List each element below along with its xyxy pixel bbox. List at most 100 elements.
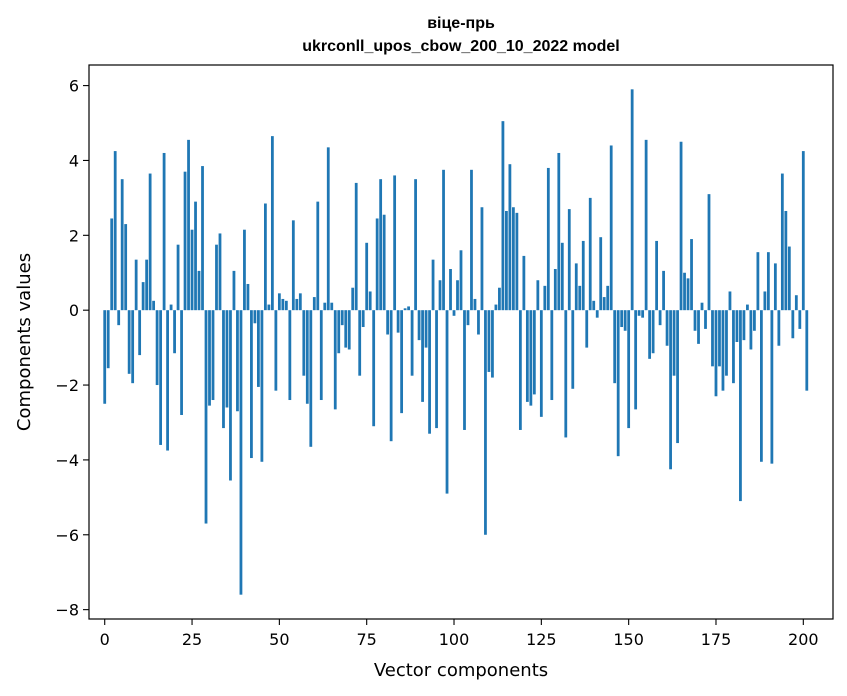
bar-65 bbox=[330, 302, 334, 311]
bar-37 bbox=[232, 270, 236, 311]
bar-166 bbox=[683, 272, 686, 311]
bar-96 bbox=[438, 280, 442, 311]
bar-128 bbox=[550, 310, 554, 401]
bar-50 bbox=[277, 293, 281, 311]
x-axis: 0 25 50 75 100 125 150 175 200 bbox=[100, 619, 819, 649]
bar-5 bbox=[120, 179, 124, 311]
bar-36 bbox=[229, 310, 232, 481]
bar-2 bbox=[110, 218, 114, 311]
bar-67 bbox=[337, 310, 341, 354]
bar-131 bbox=[560, 242, 564, 311]
x-tick-label: 25 bbox=[182, 630, 202, 649]
bar-195 bbox=[784, 210, 788, 311]
bar-193 bbox=[777, 310, 781, 346]
bar-95 bbox=[435, 310, 438, 429]
y-tick-label: −6 bbox=[55, 526, 79, 545]
bar-171 bbox=[700, 302, 704, 311]
bar-93 bbox=[428, 310, 431, 434]
bar-154 bbox=[641, 310, 645, 318]
bar-123 bbox=[532, 310, 536, 395]
bar-4 bbox=[117, 310, 121, 326]
bar-18 bbox=[166, 310, 169, 451]
bar-92 bbox=[424, 310, 428, 348]
bar-63 bbox=[323, 302, 327, 311]
bar-79 bbox=[379, 179, 383, 311]
bar-1 bbox=[106, 310, 110, 369]
bar-82 bbox=[389, 310, 393, 442]
bar-47 bbox=[267, 304, 271, 311]
bar-33 bbox=[218, 233, 222, 311]
bar-141 bbox=[595, 310, 599, 318]
bar-32 bbox=[215, 244, 218, 311]
bar-110 bbox=[487, 310, 491, 372]
bar-74 bbox=[361, 310, 365, 328]
bar-84 bbox=[396, 310, 400, 333]
bar-105 bbox=[470, 169, 473, 311]
bar-168 bbox=[690, 239, 693, 311]
bar-173 bbox=[707, 194, 711, 311]
bar-120 bbox=[522, 255, 526, 311]
bar-147 bbox=[616, 310, 620, 457]
bar-165 bbox=[679, 141, 683, 311]
bar-121 bbox=[525, 310, 529, 402]
bar-102 bbox=[459, 250, 463, 311]
bar-158 bbox=[655, 240, 658, 311]
bar-176 bbox=[718, 310, 721, 367]
bar-157 bbox=[651, 310, 655, 354]
bar-119 bbox=[518, 310, 522, 430]
bar-70 bbox=[347, 310, 351, 350]
bar-7 bbox=[127, 310, 131, 374]
y-tick-label: −4 bbox=[55, 451, 79, 470]
bar-85 bbox=[400, 310, 404, 414]
bar-98 bbox=[445, 310, 449, 494]
bar-55 bbox=[295, 298, 299, 311]
bar-138 bbox=[585, 310, 589, 348]
bar-104 bbox=[466, 310, 470, 326]
bar-180 bbox=[732, 310, 735, 384]
bar-185 bbox=[749, 310, 753, 350]
bar-189 bbox=[763, 291, 767, 311]
bar-94 bbox=[431, 259, 435, 311]
y-tick-label: −2 bbox=[55, 376, 79, 395]
bar-61 bbox=[316, 201, 320, 311]
bar-169 bbox=[693, 310, 697, 331]
bar-126 bbox=[543, 285, 547, 311]
bar-186 bbox=[753, 310, 756, 331]
bar-38 bbox=[236, 310, 239, 412]
bar-140 bbox=[592, 300, 596, 311]
bar-167 bbox=[686, 278, 690, 311]
bar-132 bbox=[564, 310, 568, 438]
bar-129 bbox=[553, 269, 557, 311]
bar-68 bbox=[340, 310, 344, 326]
bar-72 bbox=[354, 182, 358, 311]
x-tick-label: 200 bbox=[788, 630, 819, 649]
bar-91 bbox=[421, 310, 424, 402]
bar-25 bbox=[190, 229, 194, 311]
bar-62 bbox=[319, 310, 323, 401]
bar-43 bbox=[253, 310, 257, 324]
bar-125 bbox=[539, 310, 543, 417]
bar-83 bbox=[393, 175, 397, 311]
bar-124 bbox=[536, 280, 540, 311]
bar-114 bbox=[501, 121, 505, 311]
y-axis-label: Components values bbox=[14, 253, 35, 431]
bar-31 bbox=[211, 310, 215, 401]
bar-6 bbox=[124, 224, 128, 311]
y-tick-label: 2 bbox=[69, 226, 79, 245]
bar-58 bbox=[305, 310, 309, 404]
bar-3 bbox=[113, 151, 117, 311]
bar-17 bbox=[162, 152, 166, 311]
bar-122 bbox=[529, 310, 533, 406]
bar-30 bbox=[208, 310, 211, 406]
bar-163 bbox=[672, 310, 676, 376]
plot-area-frame bbox=[88, 64, 834, 620]
bar-40 bbox=[243, 229, 246, 311]
bar-71 bbox=[351, 287, 355, 311]
bar-60 bbox=[312, 297, 316, 311]
bar-9 bbox=[134, 259, 138, 311]
bar-115 bbox=[505, 210, 508, 311]
bar-35 bbox=[225, 310, 229, 408]
bar-48 bbox=[270, 136, 274, 311]
bar-27 bbox=[197, 270, 201, 311]
bar-12 bbox=[145, 259, 149, 311]
